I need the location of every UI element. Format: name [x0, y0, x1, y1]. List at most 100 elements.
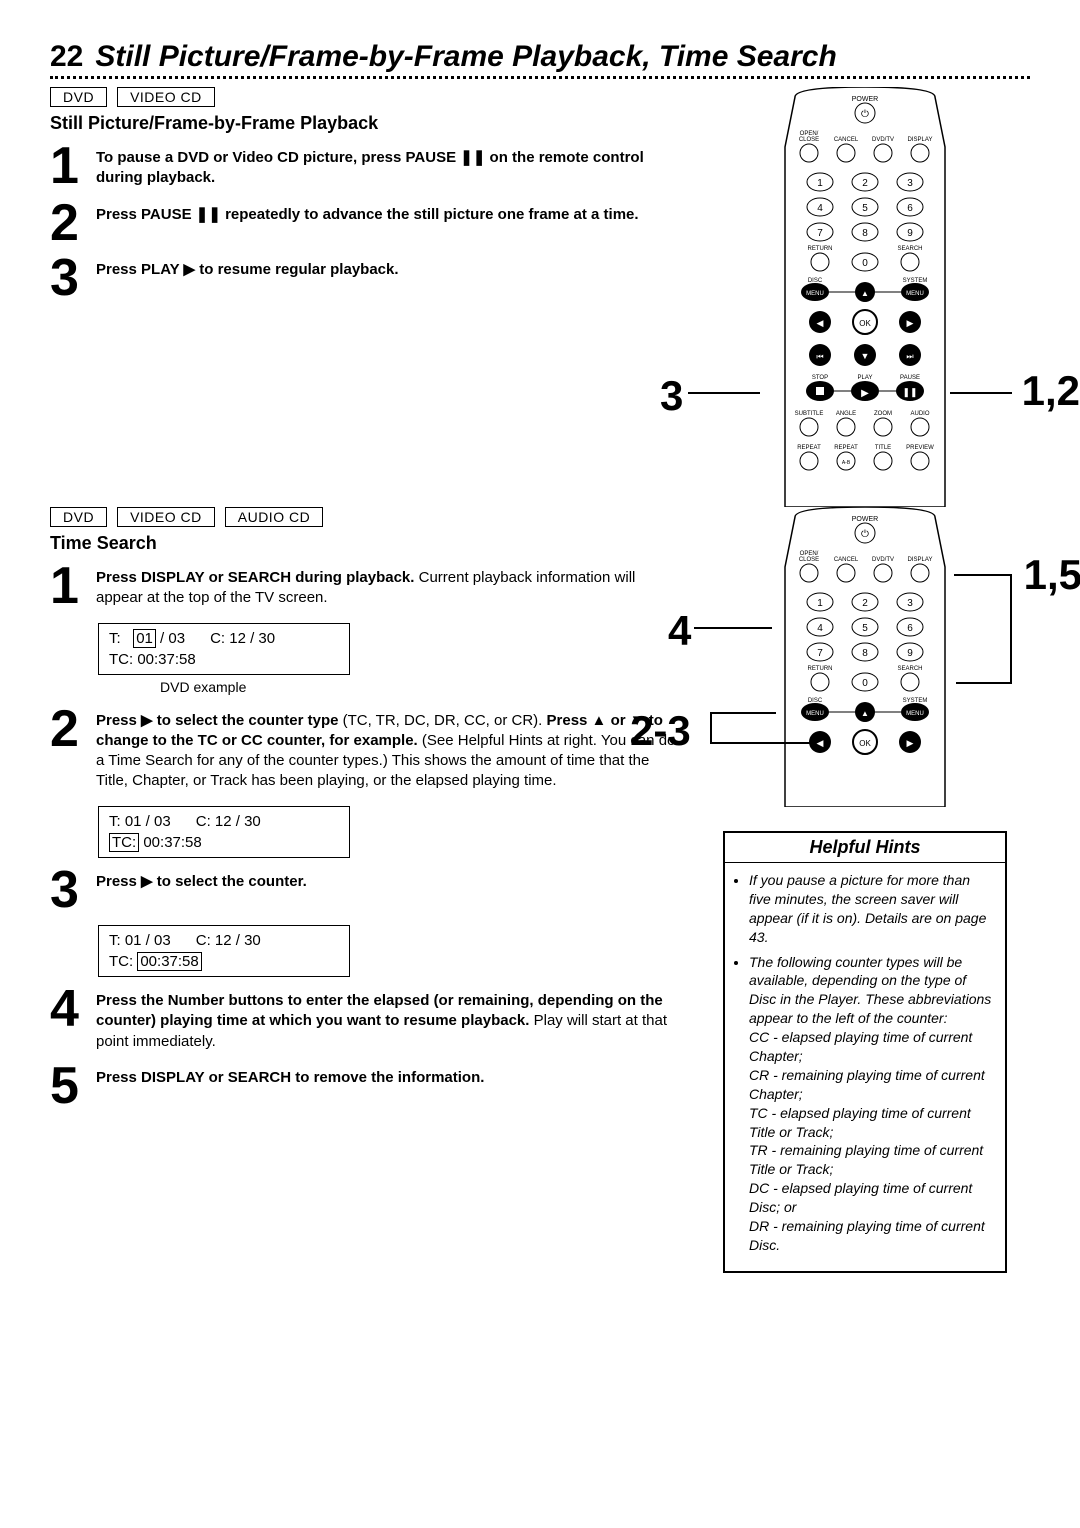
svg-text:⏭: ⏭: [906, 352, 913, 361]
svg-text:SUBTITLE: SUBTITLE: [795, 411, 824, 417]
hint-item: If you pause a picture for more than fiv…: [749, 871, 995, 947]
svg-text:9: 9: [907, 648, 913, 659]
step-num: 5: [50, 1066, 96, 1108]
display-example-1: T: 01 / 03 C: 12 / 30 TC: 00:37:58: [98, 623, 350, 675]
svg-text:▶: ▶: [907, 738, 914, 748]
svg-text:6: 6: [907, 623, 913, 634]
badges-row-2: DVD VIDEO CD AUDIO CD: [50, 507, 680, 527]
svg-text:7: 7: [817, 648, 823, 659]
svg-text:4: 4: [817, 203, 823, 214]
svg-text:⏮: ⏮: [816, 352, 823, 361]
badge-video-cd: VIDEO CD: [117, 507, 215, 527]
svg-text:▲: ▲: [861, 289, 869, 298]
svg-text:CANCEL: CANCEL: [834, 557, 859, 563]
step-num: 2: [50, 203, 96, 245]
svg-text:POWER: POWER: [852, 96, 878, 103]
svg-text:RETURN: RETURN: [808, 666, 833, 672]
step-text: Press ▶ to select the counter.: [96, 870, 307, 912]
svg-text:8: 8: [862, 228, 868, 239]
badge-audio-cd: AUDIO CD: [225, 507, 323, 527]
svg-text:REPEAT: REPEAT: [834, 445, 858, 451]
step-text: To pause a DVD or Video CD picture, pres…: [96, 149, 644, 186]
svg-text:▼: ▼: [861, 351, 870, 361]
svg-text:AUDIO: AUDIO: [910, 411, 929, 417]
svg-text:CANCEL: CANCEL: [834, 137, 859, 143]
svg-text:DVD/TV: DVD/TV: [872, 137, 894, 143]
remote-svg: POWER ⏻ OPEN/ CLOSE CANCEL DVD/TV DISPLA…: [765, 507, 965, 807]
display-example-2: T: 01 / 03 C: 12 / 30 TC: 00:37:58: [98, 806, 350, 858]
svg-text:PREVIEW: PREVIEW: [906, 445, 934, 451]
section1-heading: Still Picture/Frame-by-Frame Playback: [50, 113, 680, 134]
svg-text:CLOSE: CLOSE: [799, 137, 819, 143]
svg-text:OK: OK: [859, 319, 871, 328]
svg-text:TITLE: TITLE: [875, 445, 891, 451]
display-caption: DVD example: [160, 679, 680, 695]
svg-text:5: 5: [862, 203, 868, 214]
callout-12: 1,2: [1022, 367, 1080, 415]
badges-row-1: DVD VIDEO CD: [50, 87, 680, 107]
section-time-search: DVD VIDEO CD AUDIO CD Time Search 1 Pres…: [50, 507, 1030, 1273]
dotted-rule: [50, 76, 1030, 79]
badge-dvd: DVD: [50, 87, 107, 107]
title-text: Still Picture/Frame-by-Frame Playback, T…: [95, 40, 836, 73]
step-num: 1: [50, 566, 96, 609]
step-2-1: 1 Press DISPLAY or SEARCH during playbac…: [50, 566, 680, 609]
svg-text:ANGLE: ANGLE: [836, 411, 856, 417]
svg-text:1: 1: [817, 598, 823, 609]
badge-video-cd: VIDEO CD: [117, 87, 215, 107]
svg-text:6: 6: [907, 203, 913, 214]
callout-4: 4: [668, 607, 691, 655]
svg-text:◀: ◀: [817, 738, 824, 748]
svg-text:PAUSE: PAUSE: [900, 375, 920, 381]
svg-text:POWER: POWER: [852, 516, 878, 523]
step-num: 2: [50, 709, 96, 792]
svg-text:OK: OK: [859, 739, 871, 748]
step-num: 4: [50, 989, 96, 1052]
hints-body: If you pause a picture for more than fiv…: [725, 863, 1005, 1271]
remote-svg: POWER ⏻ OPEN/ CLOSE CANCEL DVD/TV DISPLA…: [765, 87, 965, 507]
svg-text:4: 4: [817, 623, 823, 634]
step-num: 3: [50, 258, 96, 300]
step-num: 3: [50, 870, 96, 912]
section-still-picture: DVD VIDEO CD Still Picture/Frame-by-Fram…: [50, 87, 1030, 507]
svg-text:DISPLAY: DISPLAY: [908, 137, 933, 143]
svg-text:9: 9: [907, 228, 913, 239]
callout-15: 1,5: [1024, 551, 1080, 599]
callout-3: 3: [660, 372, 683, 420]
svg-text:REPEAT: REPEAT: [797, 445, 821, 451]
svg-text:0: 0: [862, 258, 868, 269]
svg-text:▶: ▶: [861, 388, 869, 399]
step-text: Press DISPLAY or SEARCH to remove the in…: [96, 1066, 484, 1108]
helpful-hints-box: Helpful Hints If you pause a picture for…: [723, 831, 1007, 1273]
badge-dvd: DVD: [50, 507, 107, 527]
svg-text:7: 7: [817, 228, 823, 239]
callout-23: 2-3: [630, 707, 691, 755]
svg-text:A-B: A-B: [842, 460, 851, 466]
step-2-4: 4 Press the Number buttons to enter the …: [50, 989, 680, 1052]
step-text: Press DISPLAY or SEARCH during playback.…: [96, 566, 680, 609]
svg-text:DISPLAY: DISPLAY: [908, 557, 933, 563]
step-1-1: 1 To pause a DVD or Video CD picture, pr…: [50, 146, 680, 189]
display-example-3: T: 01 / 03 C: 12 / 30 TC: 00:37:58: [98, 925, 350, 977]
svg-text:RETURN: RETURN: [808, 246, 833, 252]
step-text: Press ▶ to select the counter type (TC, …: [96, 709, 680, 792]
svg-text:CLOSE: CLOSE: [799, 557, 819, 563]
step-2-5: 5 Press DISPLAY or SEARCH to remove the …: [50, 1066, 680, 1108]
step-1-2: 2 Press PAUSE ❚❚ repeatedly to advance t…: [50, 203, 680, 245]
svg-text:❚❚: ❚❚: [902, 387, 917, 398]
svg-text:8: 8: [862, 648, 868, 659]
step-text: Press PAUSE ❚❚ repeatedly to advance the…: [96, 206, 639, 223]
page-title: 22Still Picture/Frame-by-Frame Playback,…: [50, 40, 1030, 74]
step-num: 1: [50, 146, 96, 189]
hint-item: The following counter types will be avai…: [749, 953, 995, 1255]
section2-heading: Time Search: [50, 533, 680, 554]
step-2-2: 2 Press ▶ to select the counter type (TC…: [50, 709, 680, 792]
svg-text:5: 5: [862, 623, 868, 634]
svg-text:⏻: ⏻: [861, 529, 869, 540]
svg-text:MENU: MENU: [906, 291, 924, 297]
svg-text:PLAY: PLAY: [858, 375, 873, 381]
step-text: Press the Number buttons to enter the el…: [96, 989, 680, 1052]
step-2-3: 3 Press ▶ to select the counter.: [50, 870, 680, 912]
svg-text:MENU: MENU: [906, 711, 924, 717]
step-1-3: 3 Press PLAY ▶ to resume regular playbac…: [50, 258, 680, 300]
